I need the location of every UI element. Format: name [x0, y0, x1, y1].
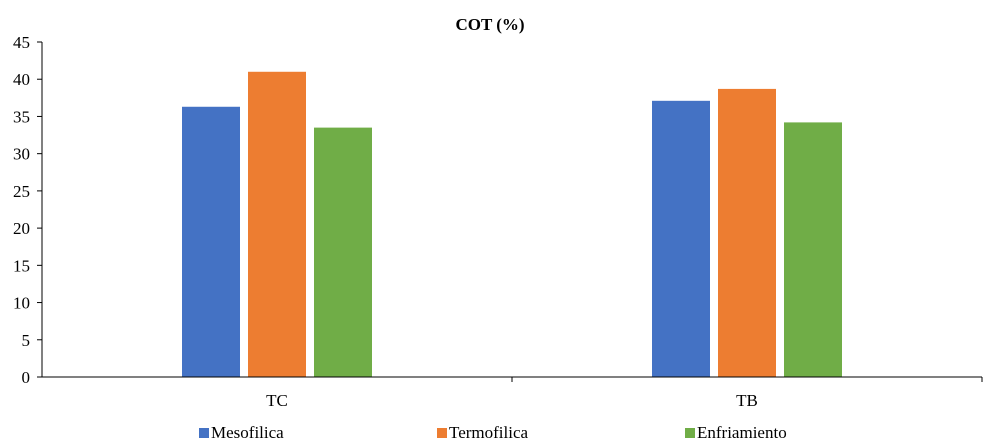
y-tick-label: 20 — [13, 219, 30, 238]
bar-tb-mesofilica — [652, 100, 710, 378]
legend-item: Enfriamiento — [685, 423, 787, 442]
bar-tc-termofilica — [248, 71, 306, 378]
chart-title: COT (%) — [455, 15, 524, 34]
bar-tc-mesofilica — [182, 106, 240, 378]
legend-swatch — [199, 428, 209, 438]
x-category-label: TC — [266, 391, 288, 410]
y-tick-label: 25 — [13, 182, 30, 201]
bar-tc-enfriamiento — [314, 127, 372, 377]
y-tick-label: 15 — [13, 256, 30, 275]
legend-swatch — [437, 428, 447, 438]
bar-tb-termofilica — [718, 88, 776, 378]
bars — [182, 71, 842, 378]
y-tick-label: 40 — [13, 70, 30, 89]
y-tick-label: 30 — [13, 145, 30, 164]
y-axis: 0 5 10 15 20 25 30 35 40 45 — [13, 33, 43, 387]
x-category-label: TB — [736, 391, 758, 410]
y-tick-label: 5 — [22, 331, 31, 350]
legend-swatch — [685, 428, 695, 438]
legend-label: Termofilica — [449, 423, 529, 442]
x-axis: TC TB — [42, 376, 983, 410]
y-tick-label: 0 — [22, 368, 31, 387]
legend: Mesofilica Termofilica Enfriamiento — [199, 423, 787, 442]
legend-label: Enfriamiento — [697, 423, 787, 442]
y-tick-label: 10 — [13, 294, 30, 313]
legend-label: Mesofilica — [211, 423, 284, 442]
y-tick-label: 45 — [13, 33, 30, 52]
legend-item: Mesofilica — [199, 423, 284, 442]
legend-item: Termofilica — [437, 423, 529, 442]
bar-tb-enfriamiento — [784, 122, 842, 378]
y-tick-label: 35 — [13, 107, 30, 126]
